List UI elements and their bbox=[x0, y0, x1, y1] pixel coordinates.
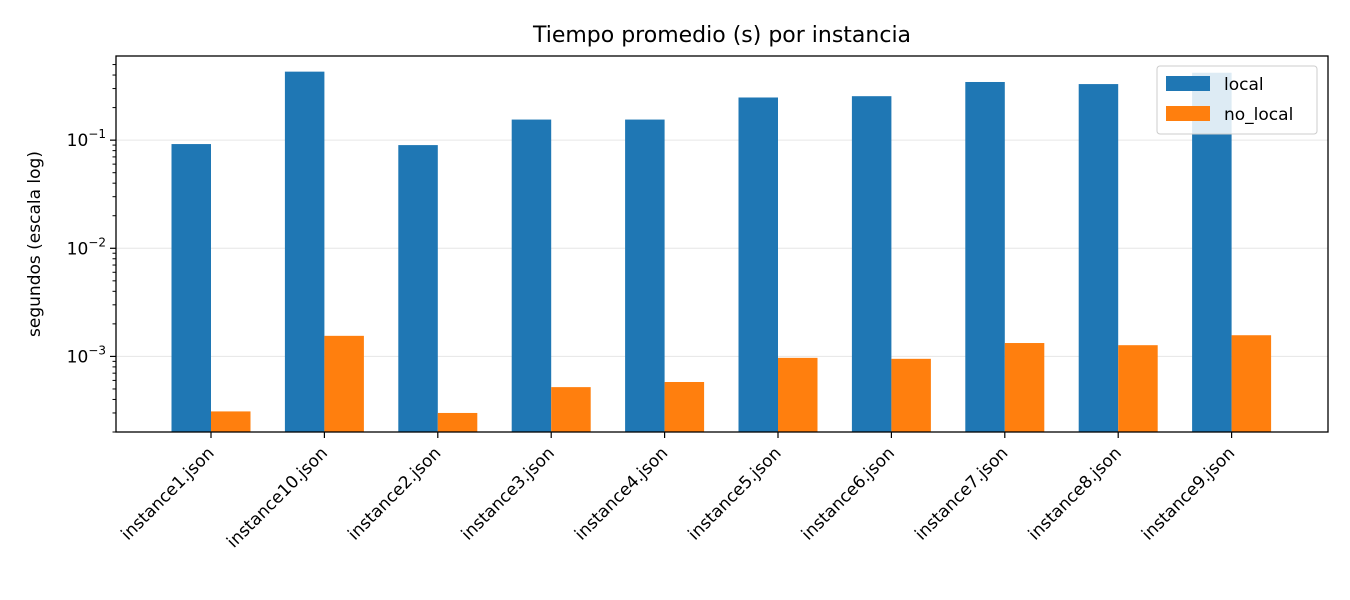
legend-swatch-no_local bbox=[1166, 106, 1210, 121]
y-tick-label: 10−2 bbox=[67, 235, 106, 259]
x-axis: instance1.json instance10.json instance2.j… bbox=[117, 432, 1239, 552]
legend-label-no_local: no_local bbox=[1224, 105, 1293, 125]
bar-no_local bbox=[1004, 343, 1045, 432]
y-tick-label: 10−3 bbox=[67, 343, 106, 367]
bar-no_local bbox=[437, 412, 478, 432]
bar-local bbox=[625, 119, 665, 432]
y-tick-exponent: −2 bbox=[88, 235, 106, 249]
bar-local bbox=[511, 119, 552, 432]
x-tick-label: instance7.json bbox=[911, 443, 1012, 544]
y-tick-base: 10 bbox=[67, 131, 89, 151]
y-tick-base: 10 bbox=[67, 239, 89, 259]
chart-title: Tiempo promedio (s) por instancia bbox=[532, 23, 911, 48]
bar-local bbox=[738, 97, 778, 432]
y-tick-label: 10−1 bbox=[67, 127, 106, 151]
bar-local bbox=[1078, 84, 1119, 432]
bar-no_local bbox=[664, 381, 705, 432]
x-tick-label: instance10.json bbox=[223, 443, 332, 552]
bar-no_local bbox=[211, 411, 251, 432]
x-tick-label: instance2.json bbox=[344, 443, 445, 544]
bar-no_local bbox=[1118, 345, 1158, 432]
bar-local bbox=[171, 144, 211, 433]
y-axis-label: segundos (escala log) bbox=[25, 151, 45, 337]
y-tick-base: 10 bbox=[67, 347, 89, 367]
y-tick-exponent: −3 bbox=[88, 343, 106, 357]
bar-local bbox=[965, 81, 1005, 433]
bar-no_local bbox=[778, 357, 818, 432]
bar-local bbox=[284, 71, 325, 433]
legend-swatch-local bbox=[1166, 76, 1210, 91]
x-tick-label: instance1.json bbox=[117, 443, 218, 544]
x-tick-label: instance5.json bbox=[684, 443, 785, 544]
x-tick-label: instance4.json bbox=[571, 443, 672, 544]
legend: local no_local bbox=[1156, 65, 1318, 135]
x-tick-label: instance6.json bbox=[798, 443, 899, 544]
bar-no_local bbox=[324, 335, 364, 432]
bar-no_local bbox=[1231, 335, 1272, 432]
bar-local bbox=[851, 96, 892, 432]
x-tick-label: instance9.json bbox=[1138, 443, 1239, 544]
bar-no_local bbox=[891, 358, 931, 432]
bars bbox=[171, 71, 1272, 433]
plot-frame bbox=[115, 55, 1329, 433]
legend-label-local: local bbox=[1224, 75, 1264, 95]
y-axis: 10−310−210−1 bbox=[67, 64, 116, 433]
bar-local bbox=[398, 145, 438, 432]
x-tick-label: instance3.json bbox=[458, 443, 559, 544]
y-tick-exponent: −1 bbox=[88, 127, 106, 141]
bar-no_local bbox=[551, 387, 591, 432]
x-tick-label: instance8.json bbox=[1025, 443, 1126, 544]
